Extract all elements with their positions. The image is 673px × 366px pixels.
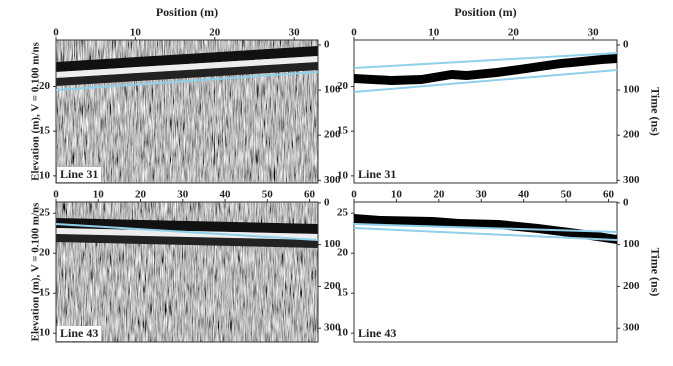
reference-line (353, 227, 618, 241)
x-tick-label: 20 (135, 189, 147, 201)
x-axis-title: Position (m) (454, 5, 516, 19)
y-tick-label: 15 (39, 125, 51, 137)
panel-label: Line 43 (60, 326, 98, 340)
reference-line (55, 71, 319, 91)
y-tick-label: 20 (39, 80, 51, 92)
x-tick-label: 20 (508, 27, 520, 39)
y-tick-label: 15 (337, 125, 349, 137)
y2-axis-title: Time (ns) (648, 248, 662, 297)
reference-line (353, 223, 618, 233)
panel (55, 39, 319, 184)
reference-line (55, 223, 319, 241)
y-tick-label: 20 (337, 247, 349, 259)
reference-line (353, 69, 618, 93)
y2-tick-label: 100 (324, 84, 341, 96)
surface-dark (56, 218, 318, 234)
y-tick-label: 15 (337, 287, 349, 299)
y2-tick-label: 0 (324, 196, 330, 208)
surface-dark (56, 46, 318, 72)
x-tick-label: 60 (603, 189, 615, 201)
label-box (57, 326, 101, 341)
x-tick-label: 50 (262, 189, 274, 201)
x-tick-label: 10 (428, 27, 440, 39)
surface-white (56, 56, 318, 78)
y2-axis-title: Time (ns) (648, 87, 662, 136)
y2-tick-label: 0 (324, 38, 330, 50)
reference-line (353, 52, 618, 69)
y2-tick-label: 0 (623, 196, 629, 208)
y-tick-label: 10 (39, 327, 51, 339)
x-tick-label: 10 (391, 189, 403, 201)
x-tick-label: 30 (289, 27, 301, 39)
panel (353, 39, 618, 184)
x-tick-label: 50 (561, 189, 573, 201)
x-tick-label: 0 (53, 189, 59, 201)
y2-tick-label: 100 (623, 84, 640, 96)
y-axis-title: Elevation (m), V = 0.100 m/ns (30, 202, 42, 342)
x-tick-label: 0 (351, 27, 357, 39)
reflector-band (354, 214, 617, 244)
y2-tick-label: 300 (324, 174, 341, 186)
y2-tick-label: 100 (324, 238, 341, 250)
y2-tick-label: 200 (623, 129, 640, 141)
x-tick-label: 10 (130, 27, 142, 39)
panel-frame (55, 201, 319, 343)
x-tick-label: 0 (53, 27, 59, 39)
y2-tick-label: 200 (623, 280, 640, 292)
x-tick-label: 0 (351, 189, 357, 201)
x-tick-label: 20 (209, 27, 221, 39)
y-tick-label: 25 (337, 207, 349, 219)
y-tick-label: 15 (39, 287, 51, 299)
x-tick-label: 40 (518, 189, 530, 201)
x-tick-label: 30 (476, 189, 488, 201)
panel-label: Line 43 (358, 326, 396, 340)
x-tick-label: 30 (588, 27, 600, 39)
y2-tick-label: 300 (623, 322, 640, 334)
x-tick-label: 20 (433, 189, 445, 201)
panel (55, 201, 319, 343)
y-tick-label: 20 (337, 80, 349, 92)
surface-dark (56, 62, 318, 86)
panel-frame (55, 39, 319, 184)
x-axis-title: Position (m) (156, 5, 218, 19)
x-tick-label: 30 (177, 189, 189, 201)
panel-label: Line 31 (358, 167, 396, 181)
panel (353, 201, 618, 343)
y2-tick-label: 300 (623, 174, 640, 186)
y2-tick-label: 200 (324, 129, 341, 141)
label-box (57, 167, 101, 182)
y2-tick-label: 0 (623, 38, 629, 50)
y2-tick-label: 100 (623, 238, 640, 250)
x-tick-label: 60 (304, 189, 316, 201)
y-tick-label: 20 (39, 247, 51, 259)
reflector-band (354, 54, 617, 85)
x-tick-label: 40 (220, 189, 232, 201)
y-tick-label: 10 (39, 169, 51, 181)
surface-dark (56, 234, 318, 248)
x-tick-label: 10 (93, 189, 105, 201)
y2-tick-label: 200 (324, 280, 341, 292)
y-axis-title: Elevation (m), V = 0.100 m/ns (30, 41, 42, 181)
y-tick-label: 10 (337, 327, 349, 339)
panel-label: Line 31 (60, 167, 98, 181)
y-tick-label: 25 (39, 207, 51, 219)
y2-tick-label: 300 (324, 322, 341, 334)
y-tick-label: 10 (337, 169, 349, 181)
